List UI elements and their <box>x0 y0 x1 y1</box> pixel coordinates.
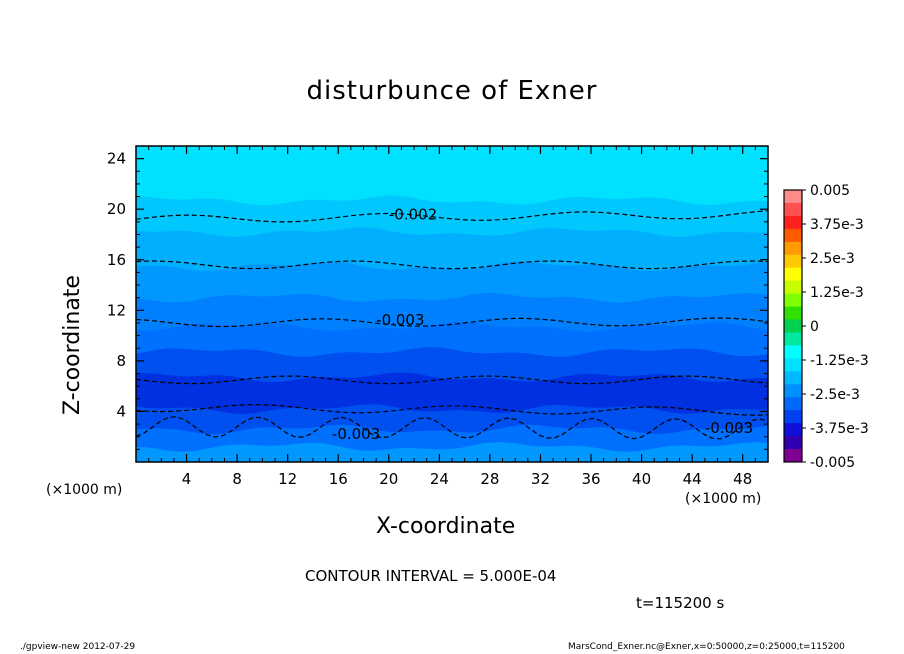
colorbar-segment <box>784 358 802 372</box>
x-tick-label: 40 <box>632 470 651 488</box>
colorbar-label: 0.005 <box>810 183 850 199</box>
heatmap-fill <box>136 146 768 462</box>
footer-right: MarsCond_Exner.nc@Exner,x=0:50000,z=0:25… <box>568 642 845 652</box>
colorbar-segment <box>784 241 802 256</box>
colorbar-segment <box>784 202 802 217</box>
contour-label: -0.003 <box>376 311 424 329</box>
contour-label: -0.003 <box>705 419 753 437</box>
contour-line <box>136 210 768 223</box>
colorbar-label: 3.75e-3 <box>810 217 864 233</box>
colorbar-segment <box>784 254 802 269</box>
contour-line <box>136 375 768 385</box>
x-tick-label: 28 <box>480 470 499 488</box>
y-tick-label: 12 <box>107 301 126 319</box>
colorbar-label: 0 <box>810 319 819 335</box>
colorbar-segment <box>784 397 802 411</box>
x-tick-label: 24 <box>430 470 449 488</box>
colorbar-segment <box>784 190 802 204</box>
colorbar-segment <box>784 436 802 450</box>
contour-line <box>136 403 768 416</box>
contour-line <box>136 317 768 328</box>
colorbar-label: -3.75e-3 <box>810 421 869 437</box>
y-tick-label: 24 <box>107 150 126 168</box>
y-tick-label: 16 <box>107 251 126 269</box>
y-tick-label: 20 <box>107 200 126 218</box>
x-axis-label: X-coordinate <box>376 514 516 539</box>
colorbar-segment <box>784 345 802 359</box>
x-unit-label-left: (×1000 m) <box>46 482 123 498</box>
contour-interval-label: CONTOUR INTERVAL = 5.000E-04 <box>305 567 557 585</box>
colorbar-segment <box>784 384 802 398</box>
heatmap-band <box>136 442 768 462</box>
colorbar-segment <box>784 332 802 346</box>
contour-label: -0.002 <box>389 205 437 223</box>
x-tick-label: 36 <box>581 470 600 488</box>
contour-line <box>136 260 768 270</box>
x-tick-label: 20 <box>379 470 398 488</box>
contour-line <box>136 416 768 440</box>
time-label: t=115200 s <box>636 594 725 612</box>
colorbar-segment <box>784 215 802 230</box>
y-tick-label: 4 <box>116 402 126 420</box>
colorbar-label: -2.5e-3 <box>810 387 860 403</box>
x-tick-label: 48 <box>733 470 752 488</box>
x-tick-label: 16 <box>329 470 348 488</box>
x-tick-label: 44 <box>683 470 702 488</box>
colorbar-segment <box>784 306 802 321</box>
colorbar-segment <box>784 280 802 295</box>
x-tick-label: 4 <box>182 470 192 488</box>
colorbar-label: -1.25e-3 <box>810 353 869 369</box>
footer-left: ./gpview-new 2012-07-29 <box>20 642 136 652</box>
colorbar-segment <box>784 319 802 333</box>
chart-title: disturbunce of Exner <box>306 76 598 106</box>
colorbar-segment <box>784 228 802 243</box>
colorbar-label: 2.5e-3 <box>810 251 855 267</box>
colorbar-segment <box>784 371 802 385</box>
colorbar-label: 1.25e-3 <box>810 285 864 301</box>
colorbar-segment <box>784 449 802 463</box>
x-unit-label-right: (×1000 m) <box>685 491 762 507</box>
colorbar-segment <box>784 410 802 424</box>
colorbar-label: -0.005 <box>810 455 855 471</box>
x-tick-label: 12 <box>278 470 297 488</box>
colorbar-segment <box>784 267 802 282</box>
colorbar-segment <box>784 423 802 437</box>
x-tick-label: 8 <box>232 470 242 488</box>
y-tick-label: 8 <box>116 352 126 370</box>
contour-label: -0.003 <box>332 425 380 443</box>
x-tick-label: 32 <box>531 470 550 488</box>
colorbar-segment <box>784 293 802 308</box>
